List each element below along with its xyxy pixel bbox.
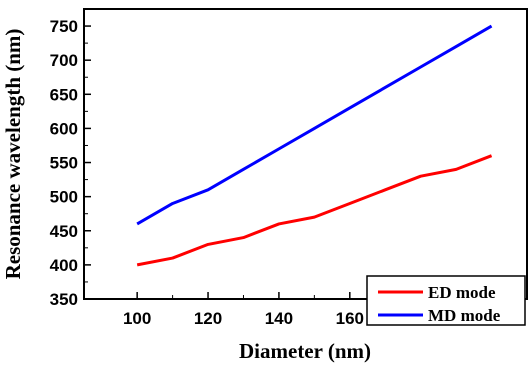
x-axis-title: Diameter (nm)	[239, 339, 371, 363]
legend: ED mode MD mode	[366, 275, 526, 326]
y-axis-title: Resonance wavelength (nm)	[1, 29, 25, 280]
x-tick-label: 140	[265, 309, 293, 328]
y-tick-label: 350	[50, 290, 78, 309]
series-line-md-mode	[136, 24, 493, 226]
plot-frame	[83, 8, 528, 300]
y-axis-ticks: 350 400 450 500 550 600 650 700 750	[50, 17, 91, 309]
series-line-ed-mode	[136, 154, 493, 267]
y-tick-label: 650	[50, 85, 78, 104]
y-tick-label: 600	[50, 119, 78, 138]
y-tick-label: 550	[50, 154, 78, 173]
x-tick-label: 120	[194, 309, 222, 328]
y-tick-label: 450	[50, 222, 78, 241]
x-tick-label: 100	[123, 309, 151, 328]
series-lines	[136, 24, 493, 267]
y-tick-label: 750	[50, 17, 78, 36]
legend-label-ed-mode: ED mode	[428, 283, 496, 302]
y-tick-label: 500	[50, 188, 78, 207]
y-tick-label: 700	[50, 51, 78, 70]
x-tick-label: 160	[336, 309, 364, 328]
legend-label-md-mode: MD mode	[428, 306, 501, 325]
y-tick-label: 400	[50, 256, 78, 275]
legend-box	[366, 275, 526, 326]
